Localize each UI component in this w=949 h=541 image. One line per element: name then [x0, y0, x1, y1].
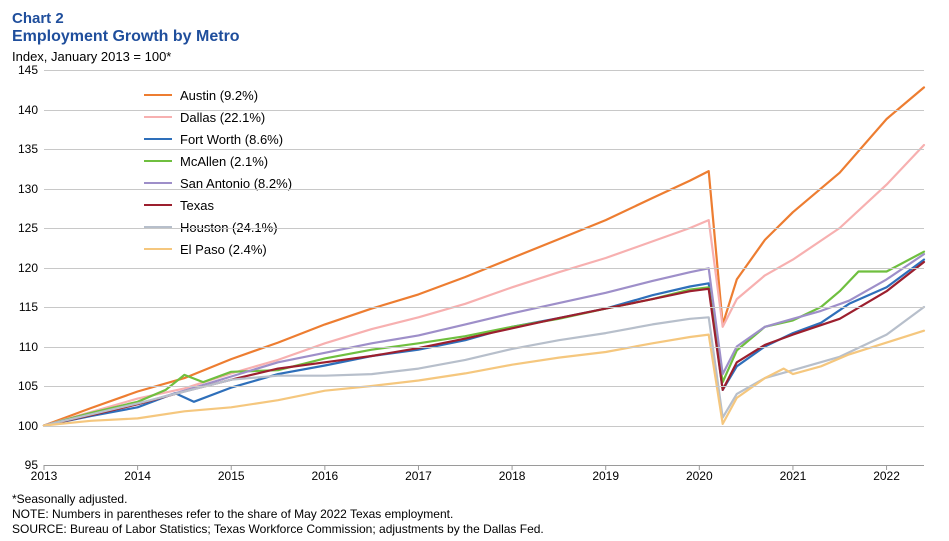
- chart-title: Employment Growth by Metro: [12, 28, 937, 46]
- plot-area: Austin (9.2%) Dallas (22.1%) Fort Worth (8…: [44, 70, 924, 465]
- series-line: [44, 254, 924, 425]
- series-line: [44, 252, 924, 426]
- footnotes: *Seasonally adjusted. NOTE: Numbers in p…: [12, 492, 544, 537]
- gridline: [44, 426, 924, 427]
- y-axis-label: 115: [19, 300, 44, 314]
- gridline: [44, 189, 924, 190]
- y-axis-label: 105: [18, 379, 44, 393]
- legend-swatch: [144, 182, 172, 185]
- legend-label: Austin (9.2%): [180, 88, 258, 103]
- legend-item: McAllen (2.1%): [144, 150, 292, 172]
- series-line: [44, 260, 924, 426]
- y-axis-label: 110: [19, 340, 44, 354]
- legend-item: El Paso (2.4%): [144, 238, 292, 260]
- x-axis-label: 2020: [686, 465, 713, 483]
- legend-item: Houston (24.1%): [144, 216, 292, 238]
- gridline: [44, 386, 924, 387]
- x-axis-label: 2021: [780, 465, 807, 483]
- legend-label: Texas: [180, 198, 214, 213]
- legend-swatch: [144, 248, 172, 251]
- legend-item: Fort Worth (8.6%): [144, 128, 292, 150]
- legend-swatch: [144, 94, 172, 97]
- legend-item: Austin (9.2%): [144, 84, 292, 106]
- x-axis-label: 2017: [405, 465, 432, 483]
- legend-item: Texas: [144, 194, 292, 216]
- series-line: [44, 262, 924, 426]
- legend-swatch: [144, 160, 172, 163]
- x-axis-label: 2014: [124, 465, 151, 483]
- y-axis-label: 120: [18, 261, 44, 275]
- series-line: [44, 331, 924, 426]
- chart-container: Chart 2 Employment Growth by Metro Index…: [0, 0, 949, 541]
- gridline: [44, 228, 924, 229]
- x-axis-label: 2022: [873, 465, 900, 483]
- legend-label: McAllen (2.1%): [180, 154, 268, 169]
- x-axis-label: 2019: [592, 465, 619, 483]
- x-axis-label: 2013: [31, 465, 58, 483]
- chart-subtitle: Index, January 2013 = 100*: [12, 49, 937, 64]
- gridline: [44, 70, 924, 71]
- y-axis-label: 130: [18, 182, 44, 196]
- y-axis-label: 100: [18, 419, 44, 433]
- footnote-asterisk: *Seasonally adjusted.: [12, 492, 544, 507]
- gridline: [44, 268, 924, 269]
- legend-item: San Antonio (8.2%): [144, 172, 292, 194]
- x-axis-label: 2015: [218, 465, 245, 483]
- legend-label: Fort Worth (8.6%): [180, 132, 283, 147]
- legend-label: Dallas (22.1%): [180, 110, 265, 125]
- legend-label: Houston (24.1%): [180, 220, 278, 235]
- x-axis-label: 2016: [311, 465, 338, 483]
- gridline: [44, 347, 924, 348]
- gridline: [44, 110, 924, 111]
- gridline: [44, 307, 924, 308]
- y-axis-label: 145: [18, 63, 44, 77]
- y-axis-label: 140: [18, 103, 44, 117]
- gridline: [44, 149, 924, 150]
- legend-swatch: [144, 204, 172, 207]
- legend-swatch: [144, 116, 172, 119]
- x-axis-label: 2018: [499, 465, 526, 483]
- y-axis-label: 135: [18, 142, 44, 156]
- y-axis-label: 125: [18, 221, 44, 235]
- legend-label: El Paso (2.4%): [180, 242, 267, 257]
- legend-swatch: [144, 138, 172, 141]
- footnote-note: NOTE: Numbers in parentheses refer to th…: [12, 507, 544, 522]
- footnote-source: SOURCE: Bureau of Labor Statistics; Texa…: [12, 522, 544, 537]
- series-line: [44, 307, 924, 426]
- chart-number: Chart 2: [12, 10, 937, 27]
